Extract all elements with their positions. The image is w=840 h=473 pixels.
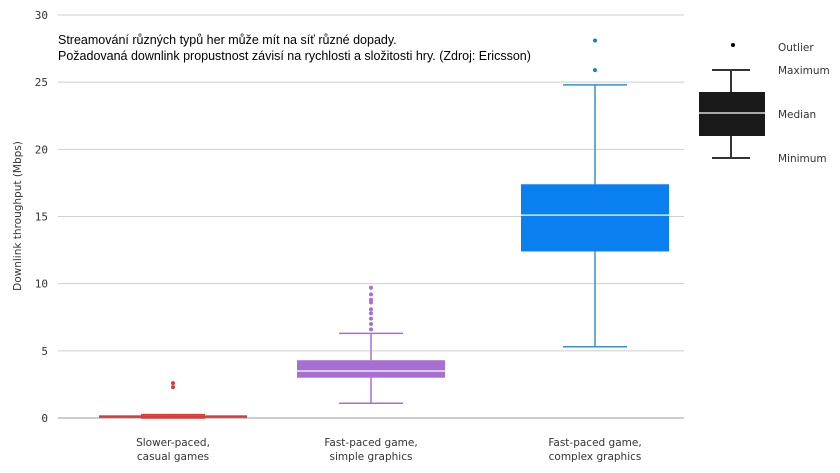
y-tick-label: 20 [35,143,48,156]
y-axis-ticks: 0 5 10 15 20 25 30 [35,9,48,425]
x-category-label: Fast-paced game, [548,437,641,449]
x-category-label: simple graphics [330,451,413,463]
outlier-point [171,385,175,390]
outlier-point [369,285,373,290]
x-category-label: casual games [137,451,209,463]
annotation-line-1: Streamování různých typů her může mít na… [58,33,397,47]
outlier-point [369,297,373,302]
outlier-point [369,307,373,312]
outlier-point [593,38,597,43]
x-category-label: complex graphics [549,451,642,463]
x-axis-categories: Slower-paced, casual games Fast-paced game… [136,437,642,463]
legend-box [699,92,765,136]
chart-annotation: Streamování různých typů her může mít na… [58,32,531,64]
y-tick-label: 30 [35,9,48,22]
y-tick-label: 15 [35,211,48,224]
iqr-box [99,415,247,418]
box-group-3 [521,38,669,348]
outlier-point [369,292,373,297]
legend-median-label: Median [778,109,816,121]
outlier-point [369,321,373,326]
legend-maximum-label: Maximum [778,65,830,77]
outlier-point [369,311,373,316]
annotation-line-2: Požadovaná downlink propustnost závisí n… [58,49,531,63]
y-tick-label: 5 [41,345,48,358]
x-category-label: Fast-paced game, [324,437,417,449]
outlier-point [369,316,373,321]
outlier-point [369,327,373,332]
grid-lines [58,14,684,419]
outlier-point [593,68,597,73]
box-group-1 [99,381,247,419]
legend-minimum-label: Minimum [778,153,827,165]
iqr-box [521,184,669,252]
boxes [99,38,669,419]
outlier-point [171,381,175,386]
y-tick-label: 25 [35,76,48,89]
legend-outlier-marker [731,43,735,47]
legend-outlier-label: Outlier [778,42,814,54]
y-tick-label: 0 [41,412,48,425]
x-category-label: Slower-paced, [136,437,210,449]
iqr-box [297,360,445,378]
legend: Outlier Maximum Median Minimum [699,42,830,165]
box-group-2 [297,285,445,404]
y-axis-label: Downlink throughput (Mbps) [12,141,24,291]
y-tick-label: 10 [35,278,48,291]
